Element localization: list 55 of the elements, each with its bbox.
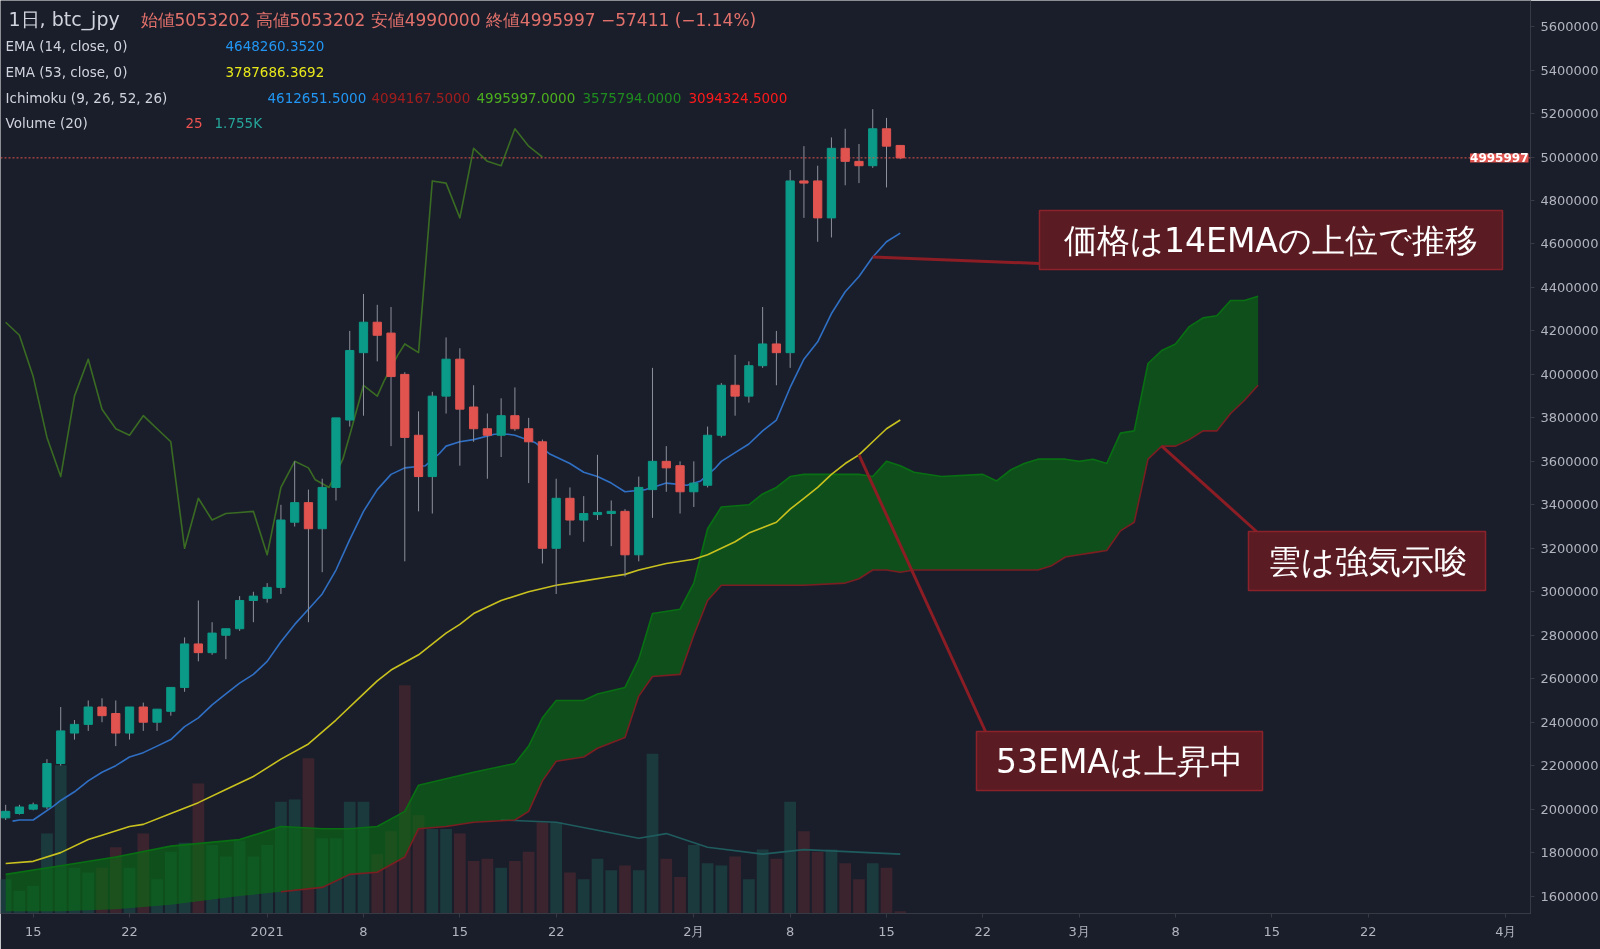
annotation: 4094167.5000 [371, 89, 471, 106]
chart-title: 1日, btc_jpy [8, 7, 120, 31]
y-tick-label: 4600000 [1540, 236, 1599, 252]
x-tick-label: 22 [121, 923, 138, 939]
y-tick-label: 4000000 [1540, 366, 1599, 382]
annotation: 雲は強気示唆 [1267, 541, 1467, 581]
x-tick-label: 15 [878, 923, 895, 939]
x-tick-label: 3月 [1068, 923, 1090, 939]
annotation: 25 [185, 114, 203, 131]
y-tick-label: 2800000 [1540, 627, 1599, 643]
annotation: 4648260.3520 [225, 37, 325, 54]
y-tick-label: 4200000 [1540, 323, 1599, 339]
y-tick-label: 2400000 [1540, 714, 1599, 730]
y-tick-label: 5600000 [1540, 19, 1599, 35]
y-tick-label: 4800000 [1540, 192, 1599, 208]
y-tick-label: 3200000 [1540, 540, 1599, 556]
y-tick-label: 5000000 [1540, 149, 1599, 165]
annotation: Ichimoku (9, 26, 52, 26) [5, 89, 168, 106]
y-tick-label: 1800000 [1540, 845, 1599, 861]
y-tick-label: 5200000 [1540, 106, 1599, 122]
x-tick-label: 15 [24, 923, 42, 939]
y-tick-label: 2600000 [1540, 671, 1599, 687]
y-tick-label: 5400000 [1540, 62, 1599, 78]
y-tick-label: 2000000 [1540, 801, 1599, 817]
annotation: Volume (20) [5, 114, 88, 131]
annotation: 4995997.0000 [476, 89, 576, 106]
y-tick-label: 3000000 [1540, 584, 1599, 600]
x-tick-label: 15 [1263, 923, 1281, 939]
annotation: 3094324.5000 [688, 89, 788, 106]
x-tick-label: 2021 [250, 923, 284, 939]
x-tick-label: 22 [974, 923, 992, 939]
x-tick-label: 22 [547, 923, 565, 939]
x-tick-label: 8 [786, 923, 795, 939]
annotation: 4612651.5000 [267, 89, 367, 106]
x-tick-label: 2月 [683, 923, 705, 939]
y-tick-label: 4400000 [1540, 279, 1599, 295]
y-tick-label: 3600000 [1540, 453, 1599, 469]
x-tick-label: 4月 [1495, 923, 1517, 939]
y-tick-label: 1600000 [1540, 888, 1599, 904]
x-tick-label: 22 [1359, 923, 1377, 939]
y-tick-label: 3800000 [1540, 410, 1599, 426]
annotation: EMA (14, close, 0) [5, 37, 128, 54]
x-tick-label: 15 [451, 923, 469, 939]
y-tick-label: 2200000 [1540, 758, 1599, 774]
annotation: 3787686.3692 [225, 63, 325, 80]
annotation: 53EMAは上昇中 [996, 741, 1243, 781]
text: 始値5053202 高値5053202 安値4990000 終値4995997 −57411 (−1.14%) [140, 9, 757, 30]
annotation: 1.755K [214, 114, 264, 131]
annotation: 価格は14EMAの上位で推移 [1064, 220, 1478, 260]
x-tick-label: 8 [359, 923, 368, 939]
ref-line-label: 4995997 [1470, 151, 1529, 166]
annotation: 3575794.0000 [582, 89, 682, 106]
annotation: EMA (53, close, 0) [5, 63, 128, 80]
y-tick-label: 3400000 [1540, 497, 1599, 513]
x-tick-label: 8 [1171, 923, 1180, 939]
